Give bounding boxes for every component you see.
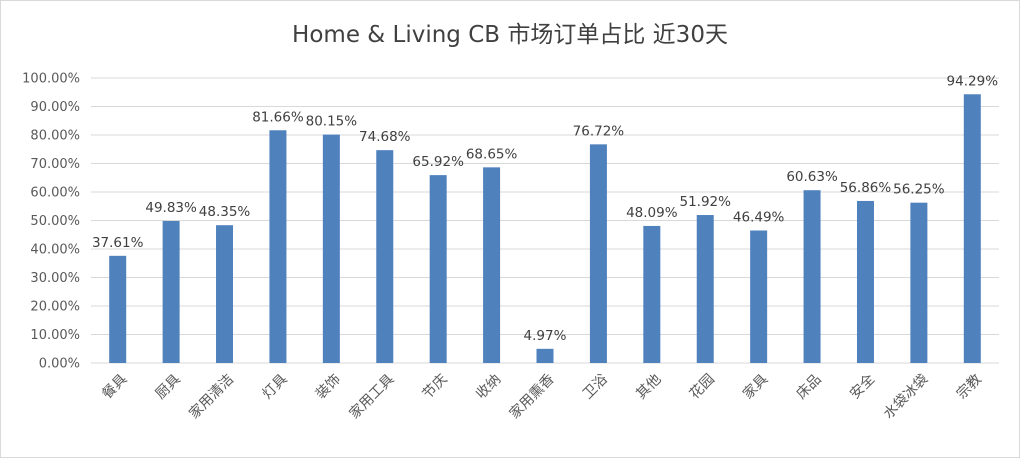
x-category-label: 家用清洁 bbox=[186, 371, 238, 423]
x-category-label: 灯具 bbox=[259, 371, 290, 402]
bar bbox=[269, 130, 287, 363]
x-category-label: 宗教 bbox=[954, 371, 985, 402]
y-tick-label: 30.00% bbox=[30, 271, 80, 286]
data-label: 56.86% bbox=[840, 180, 892, 196]
bar bbox=[483, 167, 501, 363]
data-label: 74.68% bbox=[359, 129, 411, 145]
bar bbox=[963, 94, 981, 363]
y-tick-label: 60.00% bbox=[30, 186, 80, 201]
x-category-label: 水袋冰袋 bbox=[881, 371, 932, 422]
y-tick-label: 20.00% bbox=[30, 300, 80, 315]
data-label: 80.15% bbox=[306, 114, 358, 130]
x-category-label: 卫浴 bbox=[580, 371, 611, 402]
bars bbox=[109, 94, 981, 363]
y-tick-label: 80.00% bbox=[30, 129, 80, 144]
y-axis-ticks: 0.00% 10.00% 20.00% 30.00% 40.00% 50.00% 60.00… bbox=[22, 72, 80, 372]
x-category-label: 餐具 bbox=[99, 371, 130, 402]
data-label: 94.29% bbox=[947, 73, 999, 89]
y-tick-label: 10.00% bbox=[30, 328, 80, 343]
bar bbox=[856, 200, 874, 363]
x-category-label: 家用工具 bbox=[346, 371, 398, 423]
bar bbox=[322, 134, 340, 363]
bar bbox=[643, 225, 661, 363]
bar bbox=[536, 348, 554, 363]
x-axis-categories: 餐具 厨具 家用清洁 灯具 装饰 家用工具 节庆 收纳 家用熏香 卫浴 其他 花园 家具 床品 安全 水袋冰袋… bbox=[99, 371, 985, 423]
data-label: 48.35% bbox=[199, 204, 251, 220]
data-label: 49.83% bbox=[145, 200, 197, 216]
x-category-label: 收纳 bbox=[473, 371, 504, 402]
x-category-label: 家具 bbox=[739, 371, 771, 403]
bar bbox=[162, 220, 180, 363]
data-label: 37.61% bbox=[92, 235, 144, 251]
x-category-label: 床品 bbox=[794, 371, 825, 402]
data-label: 4.97% bbox=[524, 328, 567, 344]
y-tick-label: 90.00% bbox=[30, 100, 80, 115]
bar bbox=[803, 190, 821, 363]
bar bbox=[589, 144, 607, 363]
data-labels: 37.61% 49.83% 48.35% 81.66% 80.15%74.68%65.9… bbox=[92, 73, 998, 344]
x-category-label: 花园 bbox=[687, 371, 718, 402]
x-category-label: 厨具 bbox=[153, 371, 184, 402]
y-tick-label: 100.00% bbox=[22, 72, 80, 87]
y-tick-label: 0.00% bbox=[39, 357, 80, 372]
data-label: 51.92% bbox=[679, 194, 731, 210]
data-label: 65.92% bbox=[412, 154, 464, 170]
x-category-label: 家用熏香 bbox=[506, 371, 558, 423]
x-category-label: 其他 bbox=[633, 371, 664, 402]
bar bbox=[376, 150, 394, 363]
y-tick-label: 40.00% bbox=[30, 243, 80, 258]
bar bbox=[429, 175, 447, 363]
x-category-label: 装饰 bbox=[313, 371, 344, 402]
data-label: 46.49% bbox=[733, 210, 785, 226]
data-label: 76.72% bbox=[573, 123, 625, 139]
data-label: 48.09% bbox=[626, 205, 678, 221]
gridlines bbox=[91, 77, 999, 364]
bar bbox=[750, 230, 768, 363]
y-tick-label: 70.00% bbox=[30, 157, 80, 172]
data-label: 68.65% bbox=[466, 146, 518, 162]
bar bbox=[696, 215, 714, 363]
bar bbox=[910, 202, 928, 363]
x-category-label: 节庆 bbox=[420, 371, 451, 402]
data-label: 81.66% bbox=[252, 109, 304, 125]
data-label: 56.25% bbox=[893, 182, 945, 198]
bar bbox=[216, 225, 234, 363]
data-label: 60.63% bbox=[786, 169, 838, 185]
chart-title: Home & Living CB 市场订单占比 近30天 bbox=[292, 22, 728, 48]
bar bbox=[109, 255, 127, 363]
y-tick-label: 50.00% bbox=[30, 214, 80, 229]
x-category-label: 安全 bbox=[846, 371, 878, 403]
